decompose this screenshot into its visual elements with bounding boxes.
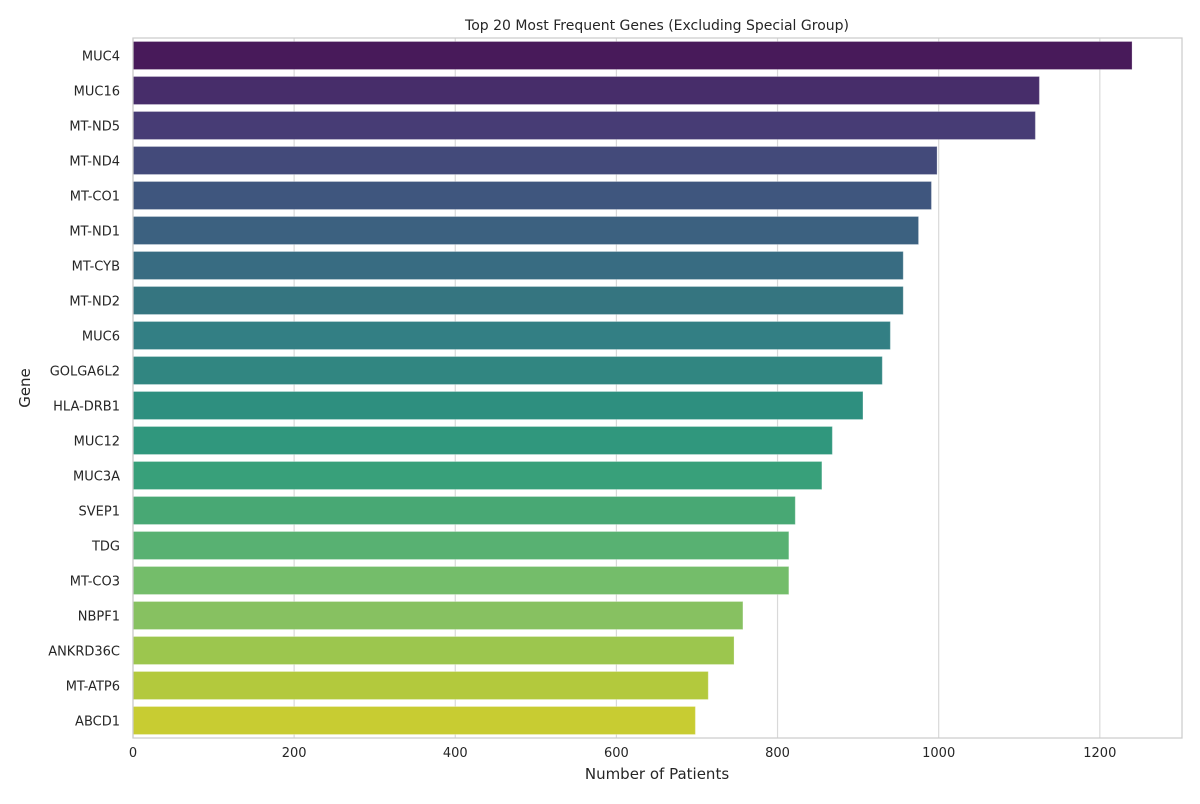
y-tick-label: MT-ATP6 [66,680,120,695]
y-tick-label: MT-CYB [72,260,120,275]
bar-mt-nd4 [132,146,938,175]
bar-mt-nd1 [132,216,920,245]
bar-abcd1 [132,706,696,735]
y-tick-label: MT-ND5 [69,120,120,135]
bar-muc16 [132,76,1040,105]
y-tick-label: MT-ND1 [69,225,120,240]
y-tick-label: TDG [91,540,120,555]
bar-mt-nd5 [132,111,1036,140]
y-tick-label: MUC12 [74,435,120,450]
y-tick-label: MT-ND4 [69,155,120,170]
x-tick-label: 600 [604,746,629,761]
y-tick-label: MUC16 [74,85,120,100]
bar-muc3a [132,461,823,490]
bar-nbpf1 [132,601,744,630]
y-tick-label: MUC3A [73,470,120,485]
grid-lines [132,38,1101,738]
bar-tdg [132,531,790,560]
bar-muc6 [132,321,891,350]
bar-svep1 [132,496,796,525]
bar-muc4 [132,41,1133,70]
bar-mt-co1 [132,181,932,210]
bar-mt-cyb [132,251,904,280]
plot-frame [132,37,1183,739]
y-tick-label: ABCD1 [75,715,120,730]
y-tick-label: NBPF1 [78,610,120,625]
x-tick-label: 1200 [1083,746,1116,761]
bar-mt-atp6 [132,671,709,700]
bar-hla-drb1 [132,391,864,420]
bar-mt-nd2 [132,286,904,315]
y-tick-labels: MUC4 MUC16 MT-ND5 MT-ND4 MT-CO1 MT-ND1 MT-CYB M… [48,50,120,730]
bar-mt-co3 [132,566,790,595]
bar-muc12 [132,426,833,455]
x-tick-label: 800 [765,746,790,761]
y-tick-label: MUC6 [82,330,120,345]
x-tick-label: 400 [443,746,468,761]
x-tick-labels: 0 200 400 600 800 1000 1200 [129,746,1117,761]
x-axis-label: Number of Patients [585,765,729,783]
y-axis-label: Gene [16,368,34,408]
bar-golga6l2 [132,356,883,385]
bar-ankrd36c [132,636,735,665]
y-tick-label: HLA-DRB1 [53,400,120,415]
y-tick-label: MT-CO1 [70,190,120,205]
y-tick-label: MT-CO3 [70,575,120,590]
x-tick-label: 1000 [922,746,955,761]
y-tick-label: MUC4 [82,50,120,65]
x-tick-label: 200 [282,746,307,761]
chart-title: Top 20 Most Frequent Genes (Excluding Sp… [464,18,849,34]
y-tick-label: MT-ND2 [69,295,120,310]
bars [132,41,1133,735]
y-tick-label: ANKRD36C [48,645,120,660]
x-tick-label: 0 [129,746,137,761]
y-tick-label: GOLGA6L2 [50,365,120,380]
y-tick-label: SVEP1 [79,505,120,520]
